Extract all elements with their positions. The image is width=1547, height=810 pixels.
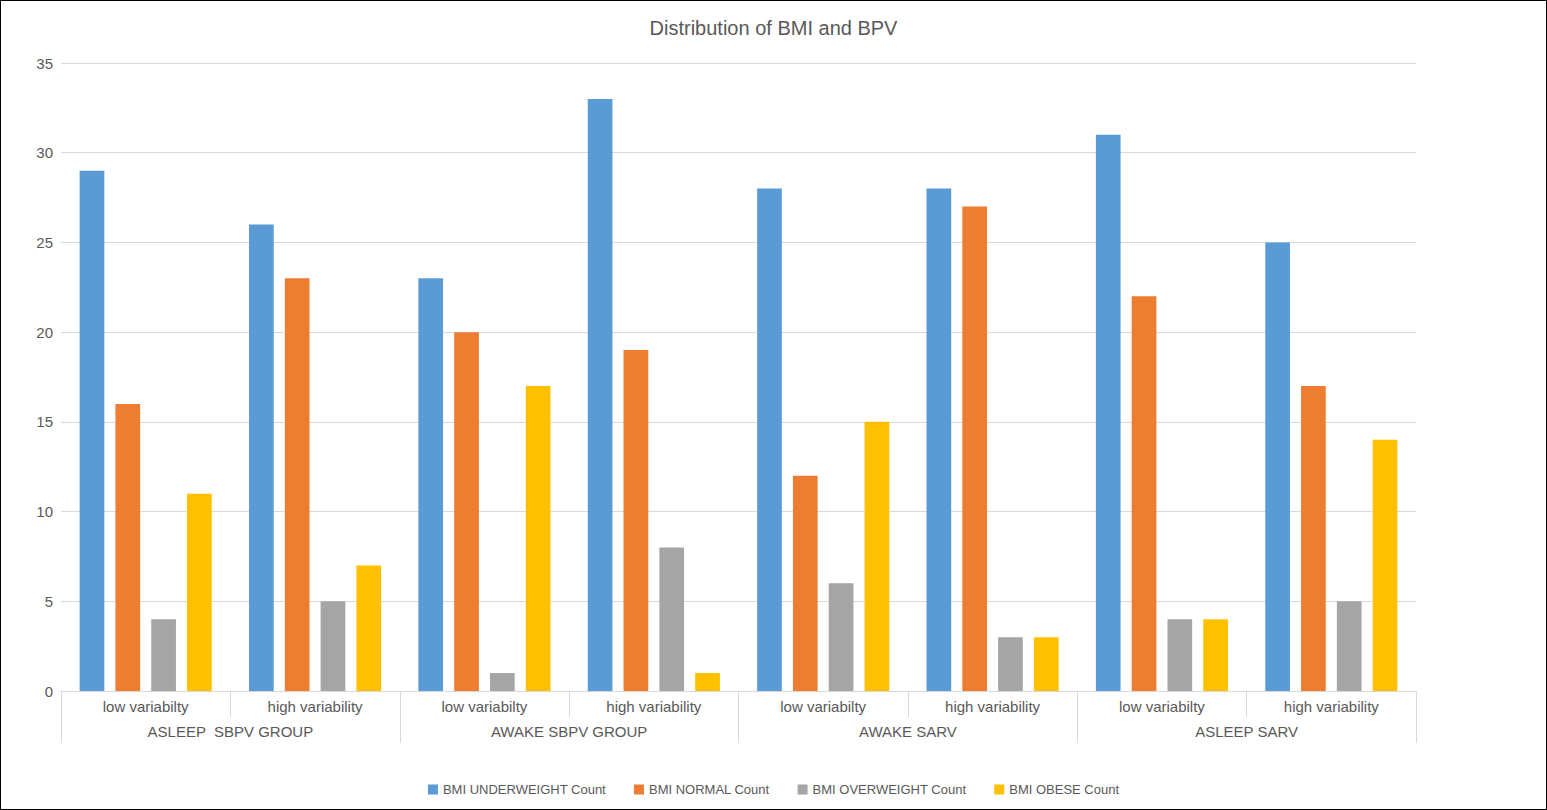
- svg-text:AWAKE SARV: AWAKE SARV: [859, 723, 957, 740]
- svg-text:high variability: high variability: [268, 698, 364, 715]
- svg-text:BMI OBESE Count: BMI OBESE Count: [1009, 782, 1119, 797]
- svg-text:30: 30: [36, 144, 53, 161]
- svg-text:low variabilty: low variabilty: [103, 698, 189, 715]
- svg-text:5: 5: [45, 593, 53, 610]
- svg-text:35: 35: [36, 55, 53, 72]
- svg-text:BMI UNDERWEIGHT Count: BMI UNDERWEIGHT Count: [443, 782, 606, 797]
- svg-text:ASLEEP SARV: ASLEEP SARV: [1195, 723, 1298, 740]
- svg-text:0: 0: [45, 683, 53, 700]
- svg-text:Distribution of BMI and BPV: Distribution of BMI and BPV: [650, 17, 899, 39]
- svg-text:high variability: high variability: [945, 698, 1041, 715]
- svg-text:BMI OVERWEIGHT Count: BMI OVERWEIGHT Count: [813, 782, 967, 797]
- svg-text:AWAKE SBPV GROUP: AWAKE SBPV GROUP: [491, 723, 647, 740]
- svg-text:20: 20: [36, 324, 53, 341]
- svg-text:high variability: high variability: [606, 698, 702, 715]
- svg-text:low variabilty: low variabilty: [442, 698, 528, 715]
- svg-text:low variabilty: low variabilty: [780, 698, 866, 715]
- svg-text:10: 10: [36, 503, 53, 520]
- svg-text:BMI NORMAL Count: BMI NORMAL Count: [649, 782, 770, 797]
- svg-text:25: 25: [36, 234, 53, 251]
- svg-text:low variabilty: low variabilty: [1119, 698, 1205, 715]
- svg-text:high variability: high variability: [1284, 698, 1380, 715]
- svg-text:ASLEEP SBPV GROUP: ASLEEP SBPV GROUP: [148, 723, 314, 740]
- svg-text:15: 15: [36, 413, 53, 430]
